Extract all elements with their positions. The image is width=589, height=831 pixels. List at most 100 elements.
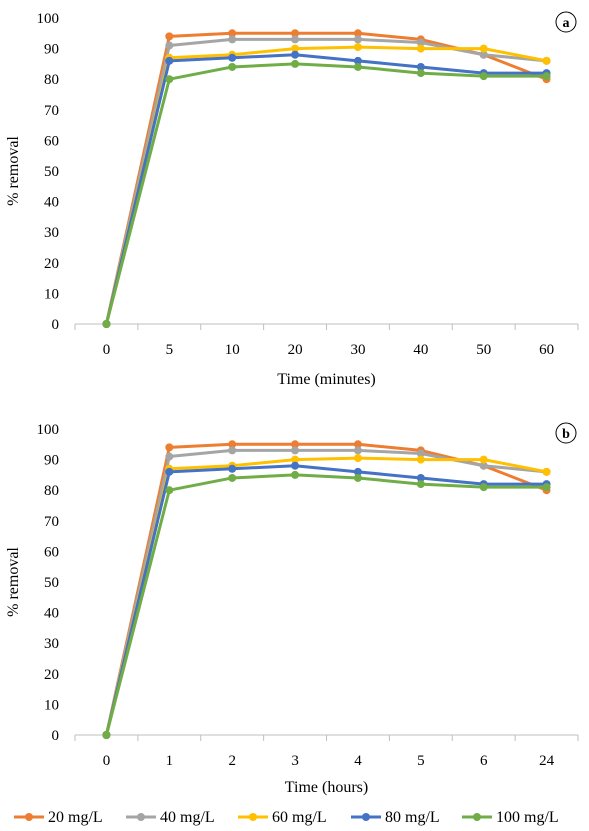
x-tick-label: 0 [103,753,111,769]
data-point [291,29,300,38]
x-tick-label: 5 [417,753,425,769]
data-point [479,50,488,59]
data-point [228,473,237,482]
y-tick-label: 20 [44,256,59,272]
series-line [104,45,547,325]
legend-marker [362,813,370,821]
data-point [291,446,300,455]
data-point [353,467,362,476]
data-point [542,56,551,65]
data-point [291,44,300,53]
legend-label: 80 mg/L [385,809,440,826]
data-point [228,464,237,473]
data-point [416,69,425,78]
y-tick-label: 90 [44,42,59,58]
series-line [104,473,547,736]
legend-label: 20 mg/L [48,809,103,826]
x-axis-label: Time (minutes) [277,371,376,388]
chart-legend: 20 mg/L 40 mg/L 60 mg/L 80 mg/L 100 mg/L [14,809,559,826]
data-point [416,455,425,464]
series-line [104,62,547,325]
x-tick-label: 24 [539,753,555,769]
data-point [102,320,111,328]
legend-marker [137,813,145,821]
data-point [353,43,362,52]
data-point [291,461,300,470]
chart-panel-a: 0 10 20 30 40 50 60 70 80 90 100 0 5 10 20 30 40 50 60 Time… [5,11,579,388]
data-point [228,440,237,449]
legend-marker [473,813,481,821]
x-tick-label: 20 [288,342,303,358]
data-point [291,455,300,464]
data-point [416,480,425,489]
data-point [542,72,551,81]
y-tick-label: 20 [44,667,59,683]
y-tick-label: 70 [44,514,59,530]
legend-marker [249,813,257,821]
x-tick-label: 3 [291,753,299,769]
series-line [104,448,547,736]
data-point [353,62,362,71]
data-point [479,455,488,464]
y-tick-label: 10 [44,286,59,302]
data-point [165,56,174,65]
data-point [291,35,300,44]
data-point [165,452,174,461]
data-point [165,486,174,495]
legend-label: 60 mg/L [272,809,327,826]
data-point [291,440,300,449]
y-tick-label: 60 [44,133,59,149]
x-axis-label: Time (hours) [285,779,368,796]
x-tick-label: 30 [350,342,365,358]
y-tick-label: 30 [44,225,59,241]
y-tick-label: 60 [44,544,59,560]
x-tick-label: 5 [166,342,174,358]
x-tick-label: 1 [166,753,174,769]
y-tick-label: 80 [44,483,59,499]
legend-label: 100 mg/L [496,809,559,826]
data-point [165,41,174,50]
series-line [104,53,547,325]
x-tick-label: 2 [228,753,236,769]
data-point [479,483,488,492]
legend-marker [25,813,33,821]
x-tick-label: 50 [476,342,491,358]
y-tick-label: 70 [44,103,59,119]
data-point [416,449,425,458]
data-point [479,72,488,81]
data-point [102,731,111,739]
data-point [291,59,300,68]
panel-label: b [562,427,570,442]
data-point [542,483,551,492]
data-point [353,56,362,65]
data-point [353,454,362,463]
data-point [165,75,174,84]
data-point [353,473,362,482]
y-tick-label: 50 [44,575,59,591]
data-point [416,38,425,47]
data-point [228,29,237,38]
y-tick-label: 90 [44,453,59,469]
x-tick-label: 4 [354,753,362,769]
panel-label: a [563,16,570,31]
data-point [165,467,174,476]
x-tick-label: 6 [480,753,488,769]
data-point [416,44,425,53]
y-axis-label: % removal [5,136,22,206]
y-tick-label: 40 [44,606,59,622]
data-point [479,44,488,53]
panel-label-circle [555,422,577,444]
y-tick-label: 50 [44,164,59,180]
y-tick-label: 10 [44,697,59,713]
x-tick-label: 10 [225,342,240,358]
series-line [104,456,547,736]
series-line [104,37,547,325]
legend-label: 40 mg/L [160,809,215,826]
data-point [291,50,300,59]
data-point [353,440,362,449]
data-point [291,470,300,479]
y-tick-label: 100 [37,422,60,438]
y-tick-label: 40 [44,195,59,211]
data-point [165,32,174,41]
